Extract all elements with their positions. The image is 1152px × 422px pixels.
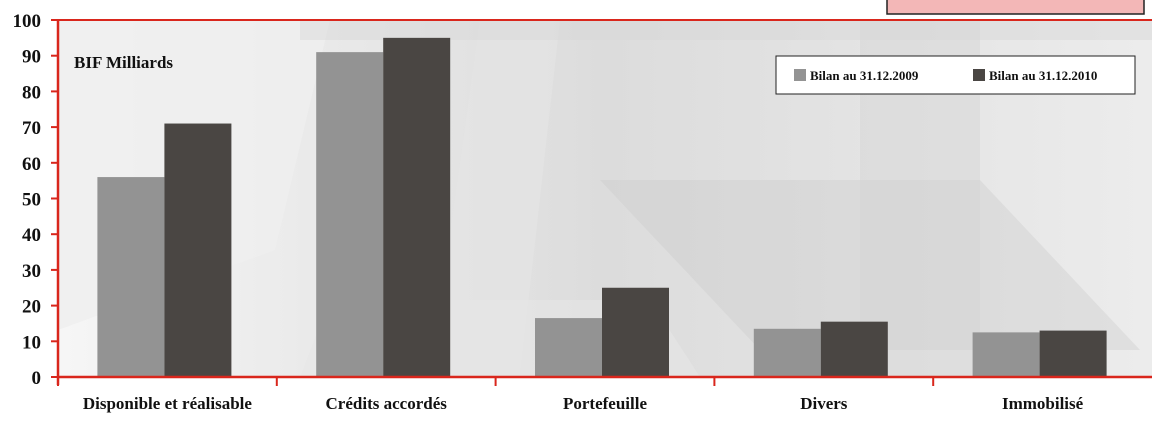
- legend-label-2009: Bilan au 31.12.2009: [810, 68, 919, 83]
- y-tick-labels: 0 10 20 30 40 50 60 70 80 90 100: [13, 11, 42, 389]
- bar-2010-3: [602, 287, 669, 377]
- y-tick-label: 90: [22, 47, 41, 68]
- bar-2009-3: [535, 318, 602, 377]
- bar-2010-2: [383, 37, 451, 377]
- axes-group: [51, 19, 1152, 386]
- y-tick-label: 0: [32, 368, 42, 389]
- y-tick-label: 50: [22, 190, 41, 211]
- y-tick-label: 100: [13, 11, 42, 32]
- y-tick-label: 80: [22, 82, 41, 103]
- y-tick-label: 10: [22, 332, 41, 353]
- y-tick-label: 20: [22, 297, 41, 318]
- x-tick-label: Immobilisé: [1002, 394, 1084, 413]
- y-tick-label: 70: [22, 118, 41, 139]
- bars-group: [97, 37, 1107, 377]
- corner-box: [886, 0, 1145, 15]
- bar-2009-5: [972, 332, 1040, 377]
- x-tick-label: Crédits accordés: [326, 394, 448, 413]
- y-tick-label: 40: [22, 225, 41, 246]
- bar-2009-1: [97, 177, 165, 377]
- legend-swatch-2009: [794, 69, 806, 81]
- bar-2009-4: [753, 328, 821, 377]
- bar-2009-2: [316, 52, 384, 377]
- legend-swatch-2010: [973, 69, 985, 81]
- x-tick-label: Divers: [800, 394, 848, 413]
- bar-2010-4: [820, 321, 888, 377]
- x-tick-label: Disponible et réalisable: [83, 394, 253, 413]
- bar-2010-5: [1039, 330, 1107, 377]
- y-tick-label: 30: [22, 261, 41, 282]
- legend-label-2010: Bilan au 31.12.2010: [989, 68, 1097, 83]
- x-tick-label: Portefeuille: [563, 394, 647, 413]
- legend: Bilan au 31.12.2009 Bilan au 31.12.2010: [775, 55, 1136, 95]
- x-category-labels: Disponible et réalisable Crédits accordés…: [83, 394, 1084, 413]
- unit-label: BIF Milliards: [74, 53, 173, 72]
- bar-2010-1: [164, 123, 232, 377]
- y-tick-label: 60: [22, 154, 41, 175]
